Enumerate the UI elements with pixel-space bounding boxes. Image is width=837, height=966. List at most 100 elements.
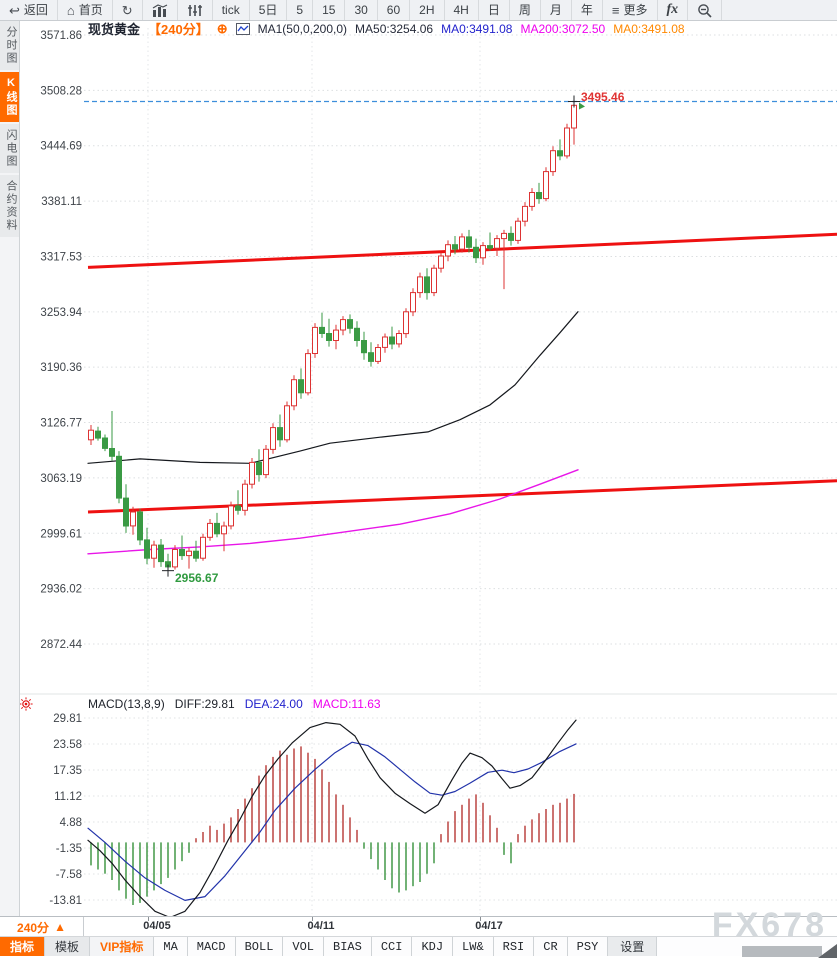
low-price-annotation: 2956.67 bbox=[175, 571, 219, 585]
period-5-button[interactable]: 5 bbox=[287, 0, 314, 20]
home-icon: ⌂ bbox=[66, 2, 75, 18]
price-legend: 现货黄金 【240分】 ⊕ MA1(50,0,200,0) MA50:3254.… bbox=[88, 20, 685, 38]
x-axis-date-label: 04/11 bbox=[307, 920, 335, 932]
high-price-annotation: 3495.46 bbox=[581, 90, 625, 104]
zoom-out-icon bbox=[697, 3, 712, 18]
menu-icon: ≡ bbox=[611, 2, 620, 18]
period-60-button[interactable]: 60 bbox=[378, 0, 411, 20]
sidebar-item-kline-chart[interactable]: K线图 bbox=[0, 72, 19, 122]
period-4h-button[interactable]: 4H bbox=[445, 0, 479, 20]
refresh-button[interactable]: ↻ bbox=[113, 0, 143, 20]
indicator-button-macd[interactable]: MACD bbox=[187, 937, 236, 956]
macd-legend: MACD(13,8,9) DIFF:29.81 DEA:24.00 MACD:1… bbox=[88, 697, 381, 711]
period-day-label: 日 bbox=[487, 3, 500, 17]
refresh-icon: ↻ bbox=[121, 2, 133, 18]
resize-grip[interactable] bbox=[818, 944, 837, 958]
indicator-button-cr[interactable]: CR bbox=[534, 937, 568, 956]
symbol-name: 现货黄金 bbox=[88, 22, 141, 37]
svg-text:11.12: 11.12 bbox=[54, 791, 82, 803]
column-chart-icon bbox=[152, 3, 168, 17]
home-label: 首页 bbox=[78, 3, 103, 17]
svg-text:2936.02: 2936.02 bbox=[40, 584, 82, 596]
period-year-button[interactable]: 年 bbox=[572, 0, 603, 20]
svg-text:4.88: 4.88 bbox=[60, 817, 82, 829]
svg-text:3126.77: 3126.77 bbox=[40, 418, 82, 430]
more-label: 更多 bbox=[623, 3, 648, 17]
ma50-value: MA50:3254.06 bbox=[355, 21, 434, 36]
x-axis-date-label: 04/05 bbox=[143, 920, 171, 932]
indicator-button-kdj[interactable]: KDJ bbox=[412, 937, 454, 956]
zoom-out-button[interactable] bbox=[688, 0, 723, 20]
more-button[interactable]: ≡ 更多 bbox=[603, 0, 658, 20]
x-axis-tick bbox=[148, 917, 149, 921]
ma200-value: MA200:3072.50 bbox=[520, 21, 606, 36]
period-week-button[interactable]: 周 bbox=[510, 0, 541, 20]
period-2h-label: 2H bbox=[419, 3, 435, 17]
period-4h-label: 4H bbox=[453, 3, 469, 17]
horizontal-scrollbar[interactable] bbox=[742, 946, 822, 957]
ma-params-label: MA1(50,0,200,0) bbox=[257, 21, 348, 36]
back-button[interactable]: ↩ 返回 bbox=[0, 0, 58, 20]
indicator-button-psy[interactable]: PSY bbox=[567, 937, 609, 956]
sidebar-item-lightning-chart[interactable]: 闪电图 bbox=[0, 124, 19, 173]
tick-button[interactable]: tick bbox=[213, 0, 250, 20]
svg-text:3317.53: 3317.53 bbox=[40, 251, 82, 263]
svg-text:3508.28: 3508.28 bbox=[40, 85, 82, 97]
indicator-button-vol[interactable]: VOL bbox=[283, 937, 325, 956]
svg-text:2872.44: 2872.44 bbox=[40, 639, 82, 651]
sidebar-item-contract-info[interactable]: 合约资料 bbox=[0, 175, 19, 237]
svg-text:-13.81: -13.81 bbox=[49, 895, 82, 907]
svg-text:3571.86: 3571.86 bbox=[40, 30, 82, 42]
svg-text:3381.11: 3381.11 bbox=[41, 196, 82, 208]
tick-label: tick bbox=[221, 3, 240, 17]
svg-text:3253.94: 3253.94 bbox=[40, 307, 82, 319]
x-axis-tick bbox=[480, 917, 481, 921]
tab-template[interactable]: 模板 bbox=[45, 937, 91, 956]
period-selector[interactable]: 240分 ▲ bbox=[0, 917, 84, 937]
settings-button[interactable]: 设置 bbox=[608, 937, 658, 956]
x-axis-date-label: 04/17 bbox=[475, 920, 503, 932]
period-month-button[interactable]: 月 bbox=[541, 0, 572, 20]
indicator-button-ma[interactable]: MA bbox=[154, 937, 188, 956]
add-indicator-icon[interactable]: ⊕ bbox=[216, 20, 228, 36]
back-label: 返回 bbox=[23, 3, 48, 17]
period-5d-button[interactable]: 5日 bbox=[250, 0, 288, 20]
period-day-button[interactable]: 日 bbox=[479, 0, 510, 20]
svg-text:29.81: 29.81 bbox=[53, 713, 82, 725]
x-axis-row: 240分 ▲ 04/05 04/11 04/17 bbox=[0, 916, 837, 937]
period-5-label: 5 bbox=[296, 3, 304, 17]
diff-value: DIFF:29.81 bbox=[174, 697, 235, 711]
candle-settings-button[interactable] bbox=[178, 0, 213, 20]
tab-vip-indicator[interactable]: VIP指标 bbox=[90, 937, 155, 956]
sidebar-item-time-chart[interactable]: 分时图 bbox=[0, 21, 19, 70]
svg-text:3444.69: 3444.69 bbox=[40, 141, 82, 153]
period-2h-button[interactable]: 2H bbox=[410, 0, 445, 20]
period-week-label: 周 bbox=[518, 3, 531, 17]
svg-text:17.35: 17.35 bbox=[53, 765, 82, 777]
ma0-blue-value: MA0:3491.08 bbox=[441, 21, 513, 36]
period-5d-label: 5日 bbox=[258, 3, 278, 17]
indicator-button-cci[interactable]: CCI bbox=[371, 937, 413, 956]
indicator-button-boll[interactable]: BOLL bbox=[235, 937, 284, 956]
period-30-button[interactable]: 30 bbox=[345, 0, 378, 20]
home-button[interactable]: ⌂ 首页 bbox=[58, 0, 113, 20]
sliders-icon bbox=[187, 4, 203, 17]
indicator-button-rsi[interactable]: RSI bbox=[493, 937, 535, 956]
period-30-label: 30 bbox=[354, 3, 368, 17]
svg-text:3063.19: 3063.19 bbox=[40, 473, 82, 485]
ma0-orange-value: MA0:3491.08 bbox=[613, 21, 685, 36]
period-15-button[interactable]: 15 bbox=[313, 0, 346, 20]
svg-text:-1.35: -1.35 bbox=[56, 843, 82, 855]
indicator-toolbar: 指标 模板 VIP指标 MA MACD BOLL VOL BIAS CCI KDJ LW& RSI CR… bbox=[0, 936, 837, 956]
column-chart-button[interactable] bbox=[143, 0, 178, 20]
tab-indicator[interactable]: 指标 bbox=[0, 937, 46, 956]
indicator-button-lw[interactable]: LW& bbox=[453, 937, 494, 956]
indicator-button-bias[interactable]: BIAS bbox=[324, 937, 372, 956]
fx-button[interactable]: fx bbox=[658, 0, 689, 20]
x-axis-tick bbox=[312, 917, 313, 921]
macd-params-label: MACD(13,8,9) bbox=[88, 697, 165, 711]
period-year-label: 年 bbox=[580, 3, 593, 17]
period-15-label: 15 bbox=[322, 3, 336, 17]
back-arrow-icon: ↩ bbox=[9, 2, 20, 18]
